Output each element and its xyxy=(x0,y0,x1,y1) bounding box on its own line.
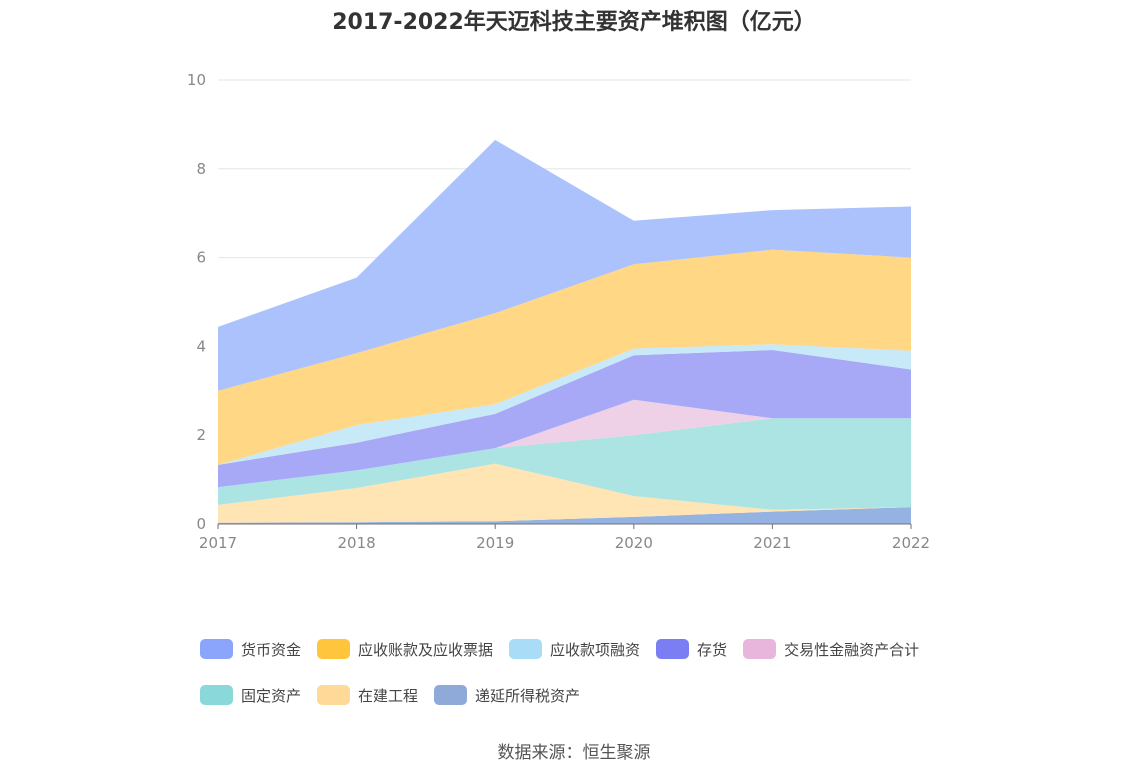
legend-label: 交易性金融资产合计 xyxy=(784,640,920,659)
area-series-2 xyxy=(218,463,911,523)
legend-swatch xyxy=(434,685,468,705)
legend-label: 货币资金 xyxy=(241,640,302,659)
axes: 0 2 4 6 8 10 2017 2018 2019 2020 2021 2022 xyxy=(187,71,930,552)
chart-title: 2017-2022年天迈科技主要资产堆积图（亿元） xyxy=(332,10,816,35)
area-series-6 xyxy=(218,344,911,465)
legend-item[interactable]: 应收款项融资 xyxy=(509,638,640,660)
legend-item[interactable]: 应收账款及应收票据 xyxy=(317,638,493,660)
area-series-1 xyxy=(218,507,911,524)
y-tick-label: 2 xyxy=(196,426,206,444)
area-series-7 xyxy=(218,249,911,465)
data-source: 数据来源：恒生聚源 xyxy=(497,743,651,763)
x-tick-label: 2021 xyxy=(753,534,791,552)
legend-swatch xyxy=(200,639,233,659)
legend-swatch xyxy=(509,639,543,659)
area-series-4 xyxy=(218,399,911,488)
x-tick-label: 2018 xyxy=(338,534,376,552)
x-tick-label: 2020 xyxy=(615,534,653,552)
legend-item[interactable]: 递延所得税资产 xyxy=(434,684,580,706)
legend-label: 固定资产 xyxy=(241,686,302,705)
legend-swatch xyxy=(317,639,351,659)
y-tick-label: 4 xyxy=(196,337,206,355)
legend-item[interactable]: 固定资产 xyxy=(200,684,301,706)
y-tick-label: 8 xyxy=(196,160,206,178)
legend-item[interactable]: 在建工程 xyxy=(317,684,418,706)
legend: 货币资金 应收账款及应收票据 应收款项融资 存货 交易性金融资产合计固定资产 在建工程 递延… xyxy=(200,638,960,706)
x-tick-label: 2022 xyxy=(892,534,930,552)
area-series-5 xyxy=(218,350,911,488)
x-tick-label: 2017 xyxy=(199,534,237,552)
x-tick-label: 2019 xyxy=(476,534,514,552)
legend-swatch xyxy=(317,685,351,705)
legend-label: 应收账款及应收票据 xyxy=(358,640,494,659)
stacked-area-chart: 0 2 4 6 8 10 2017 2018 2019 2020 2021 2022 xyxy=(187,71,930,552)
legend-label: 在建工程 xyxy=(358,686,419,705)
area-series-3 xyxy=(218,418,911,510)
legend-swatch xyxy=(743,639,777,659)
legend-item[interactable]: 存货 xyxy=(656,638,727,660)
legend-item[interactable]: 货币资金 xyxy=(200,638,301,660)
area-series-8 xyxy=(218,139,911,391)
legend-label: 应收款项融资 xyxy=(550,640,641,659)
legend-label: 存货 xyxy=(697,640,728,659)
y-tick-label: 0 xyxy=(196,515,206,533)
y-tick-label: 6 xyxy=(196,249,206,267)
legend-label: 递延所得税资产 xyxy=(475,686,581,705)
legend-swatch xyxy=(656,639,690,659)
legend-swatch xyxy=(200,685,233,705)
area-series xyxy=(218,139,911,524)
legend-item[interactable]: 交易性金融资产合计 xyxy=(743,638,919,660)
y-tick-label: 10 xyxy=(187,71,206,89)
